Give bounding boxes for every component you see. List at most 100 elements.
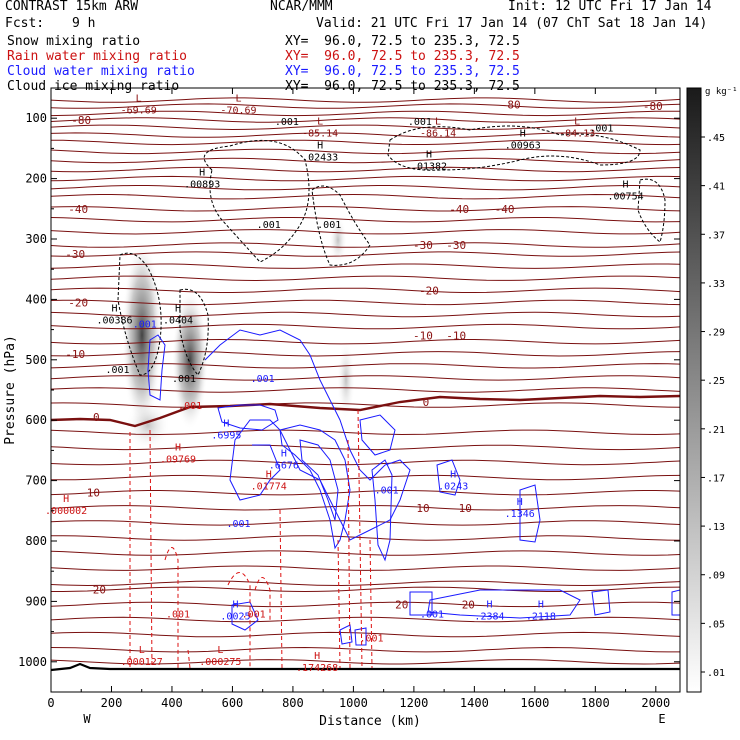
y-tick-label: 700 — [25, 474, 47, 488]
temperature-contour — [51, 338, 680, 345]
extremum-tag: H — [517, 497, 523, 508]
colorbar-unit: g kg⁻¹ — [705, 87, 738, 97]
temperature-contour-label: -30 — [65, 248, 85, 261]
temperature-contour — [51, 586, 680, 593]
y-tick-label: 100 — [25, 111, 47, 125]
temperature-contour-label: -20 — [419, 284, 439, 297]
ice-contour — [637, 178, 666, 243]
extremum-tag: H — [520, 128, 526, 139]
temperature-contour-label: -10 — [413, 330, 433, 343]
extremum-value: .000275 — [199, 657, 241, 668]
temperature-contour — [51, 175, 680, 182]
extremum-tag: H — [317, 140, 323, 151]
temperature-contour — [51, 124, 680, 131]
extremum-tag: H — [486, 599, 492, 610]
cloud-contour — [519, 484, 541, 543]
extremum-tag: H — [111, 304, 117, 315]
rain-contour — [337, 539, 341, 669]
temperature-contour-label: 10 — [87, 487, 100, 500]
init-time: Init: 12 UTC Fri 17 Jan 14 — [508, 0, 712, 14]
cloud-contour — [339, 624, 353, 645]
y-tick-label: 400 — [25, 292, 47, 306]
field-xy-cloud: XY= 96.0, 72.5 to 235.3, 72.5 — [285, 64, 520, 79]
x-tick-label: 2000 — [641, 696, 670, 710]
extremum-value: .01774 — [251, 482, 287, 493]
extremum-tag: L — [235, 93, 241, 104]
y-axis-label: Pressure (hPa) — [3, 335, 18, 445]
extremum-value: .01382 — [411, 161, 447, 172]
temperature-contour — [51, 148, 680, 155]
extremum-tag: H — [175, 442, 181, 453]
temperature-contour — [51, 132, 680, 138]
rain-contour — [347, 439, 351, 669]
temperature-contour — [51, 363, 680, 369]
cloud-contour — [427, 589, 581, 619]
temperature-contour — [51, 229, 680, 235]
temperature-contour — [51, 242, 680, 248]
extremum-tag: H — [266, 470, 272, 481]
ice-contour — [203, 140, 310, 263]
extremum-tag: H — [63, 494, 69, 505]
extremum-value: -84.13 — [559, 128, 595, 139]
temperature-contour — [51, 217, 680, 223]
snow-shade — [329, 215, 347, 265]
temperature-contours — [51, 97, 680, 665]
freezing-level-line — [51, 394, 680, 428]
extremum-tag: H — [426, 149, 432, 160]
field-name-rain: Rain water mixing ratio — [7, 49, 188, 64]
colorbar-tick-label: .37 — [707, 230, 725, 241]
colorbar-tick-label: .09 — [707, 571, 725, 582]
temperature-contour — [51, 550, 680, 556]
temperature-contour — [51, 184, 680, 191]
extremum-tag: H — [450, 470, 456, 481]
extremum-tag: H — [199, 168, 205, 179]
contour-value-label: .001 — [242, 609, 266, 620]
cloud-contour — [591, 589, 611, 616]
temperature-contour-label: -10 — [65, 348, 85, 361]
temperature-contour — [51, 311, 680, 318]
extremum-tag: L — [139, 645, 145, 656]
cloud-contour — [279, 424, 351, 550]
temperature-contour — [51, 646, 680, 653]
temperature-contour-label: 20 — [395, 598, 408, 611]
temperature-contour-label: 10 — [459, 502, 472, 515]
snow-shade — [337, 340, 355, 420]
x-tick-label: 600 — [222, 696, 244, 710]
temperature-contour — [51, 429, 680, 436]
extremum-tag: L — [136, 93, 142, 104]
temperature-contour — [51, 275, 680, 282]
contour-value-label: .001 — [166, 609, 190, 620]
contour-value-label: .001 — [589, 123, 613, 134]
extremum-value: .174268 — [296, 663, 338, 674]
snow-shade — [126, 400, 170, 450]
cloud-contour — [371, 459, 393, 562]
temperature-contour — [51, 535, 680, 541]
x-tick-label: 1000 — [339, 696, 368, 710]
contour-value-label: .001 — [408, 117, 432, 128]
extremum-value: -85.14 — [302, 128, 338, 139]
colorbar-tick-label: .45 — [707, 133, 725, 144]
field-name-ice: Cloud ice mixing ratio — [7, 79, 180, 94]
extremum-value: .2384 — [474, 611, 504, 622]
temperature-contour — [51, 251, 680, 257]
extremum-tag: H — [314, 651, 320, 662]
temperature-contour-label: -40 — [68, 203, 88, 216]
cloud-contour — [231, 601, 259, 631]
temperature-contour-label: 10 — [416, 502, 429, 515]
temperature-contour — [51, 117, 680, 123]
rain-contour — [164, 547, 179, 668]
temperature-contour — [51, 157, 680, 164]
temperature-contour-label: -10 — [446, 330, 466, 343]
temperature-contour-label: 20 — [93, 583, 106, 596]
contour-value-label: .001 — [133, 320, 157, 331]
y-tick-label: 600 — [25, 413, 47, 427]
rain-contour — [279, 509, 283, 669]
colorbar — [686, 87, 702, 693]
extremum-tag: L — [217, 645, 223, 656]
colorbar-tick-label: .17 — [707, 473, 725, 484]
rain-contour — [187, 649, 191, 669]
temperature-contour-label: -30 — [446, 239, 466, 252]
temperature-contour — [51, 444, 680, 451]
colorbar-tick-label: .01 — [707, 668, 725, 679]
temperature-contour — [51, 206, 680, 212]
